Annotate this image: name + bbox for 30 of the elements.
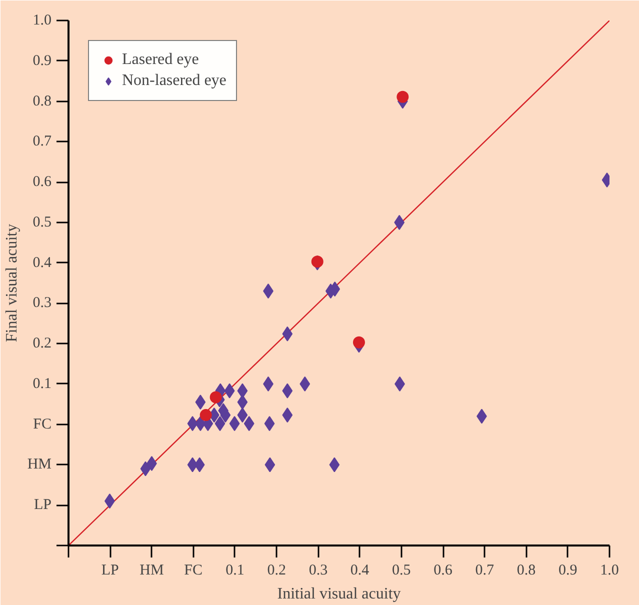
x-tick-label: LP [101,562,119,578]
x-tick-label: 0.7 [475,562,495,578]
y-tick-label: LP [34,497,52,514]
x-tick-label: HM [140,562,164,578]
legend-label: Non-lasered eye [122,72,226,90]
x-tick-label: 0.6 [434,562,453,578]
y-tick-label: 0.8 [32,93,52,110]
x-tick-label: 0.3 [308,562,328,578]
y-tick-label: 0.1 [32,376,52,392]
y-tick-label: 0.7 [32,134,52,150]
y-tick-label: FC [33,416,52,432]
y-tick-label: 0.9 [32,52,52,69]
y-axis-title: Final visual acuity [3,224,20,342]
x-tick-label: 0.1 [226,562,244,578]
x-axis-title: Initial visual acuity [277,586,401,602]
x-tick-label: 0.5 [392,562,411,578]
legend-label: Lasered eye [122,51,199,69]
x-tick-label: 0.4 [350,562,370,578]
y-tick-label: 0.4 [32,254,52,271]
y-tick-label: 1.0 [32,12,52,28]
x-tick-label: 0.2 [267,562,286,578]
x-tick-label: 0.8 [516,562,536,578]
x-tick-label: 0.9 [558,562,578,578]
x-tick-label: FC [184,562,203,578]
y-tick-label: 0.5 [32,214,52,230]
y-tick-label: 0.6 [32,174,52,190]
y-tick-label: 0.2 [32,336,52,352]
y-tick-label: HM [27,456,52,473]
y-tick-label: 0.3 [32,295,52,312]
x-tick-label: 1.0 [600,562,619,578]
